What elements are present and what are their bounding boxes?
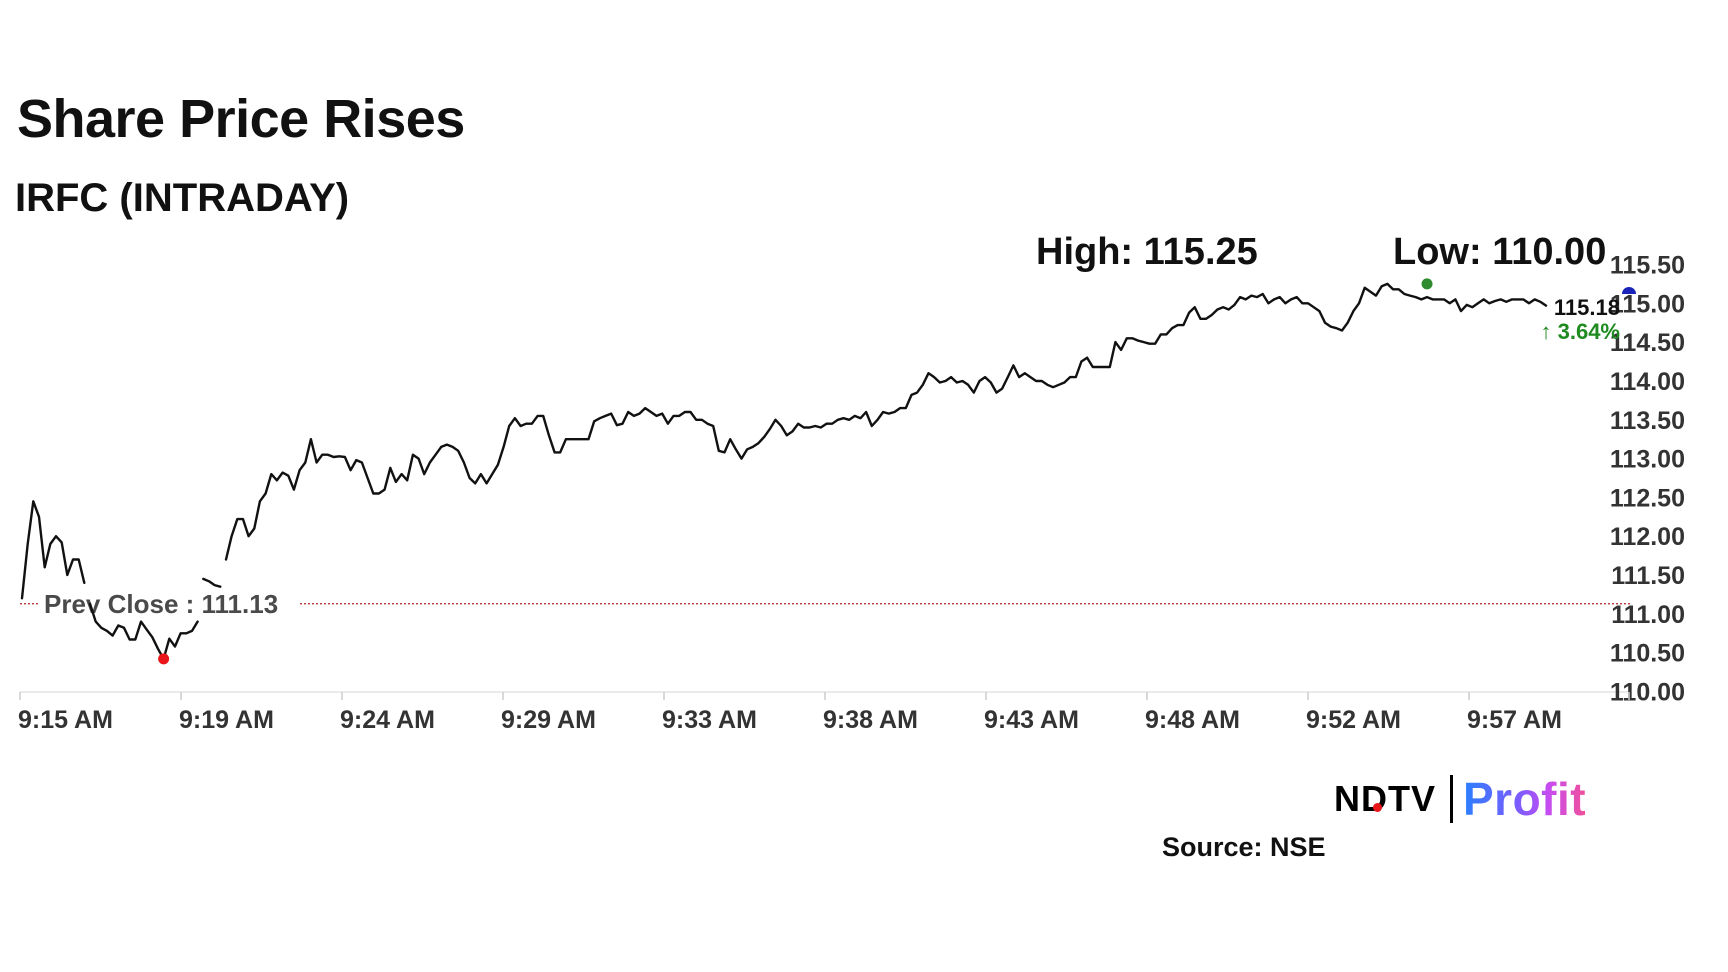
logo-divider [1450,775,1453,823]
ndtv-profit-logo: NDTV Profit [1334,772,1586,826]
y-tick-label: 110.00 [1610,679,1685,707]
y-tick-label: 112.50 [1610,484,1685,512]
x-tick-label: 9:43 AM [984,706,1079,734]
logo-profit-text: Profit [1463,773,1587,825]
x-tick-label: 9:38 AM [823,706,918,734]
y-tick-label: 114.00 [1610,368,1685,396]
y-axis-ticks: 115.50 115.00 114.50 114.00 113.50 113.00 112.… [1610,252,1685,707]
logo-ndtv-text: NDTV [1334,778,1436,820]
last-value-label: 115.18 [1554,295,1620,320]
y-tick-label: 115.50 [1610,252,1685,280]
high-label: High: 115.25 [1036,231,1258,273]
x-tick-label: 9:48 AM [1145,706,1240,734]
x-tick-label: 9:19 AM [179,706,274,734]
y-tick-label: 110.50 [1610,640,1685,668]
x-tick-label: 9:15 AM [18,706,113,734]
logo-dot-icon [1373,803,1382,812]
prev-close-label-bg [40,581,298,616]
price-series [20,282,1548,661]
y-tick-label: 115.00 [1610,290,1685,318]
y-tick-label: 113.50 [1610,407,1685,435]
prev-close-label: Prev Close : 111.13 [44,589,278,619]
low-label: Low: 110.00 [1393,231,1606,273]
x-tick-label: 9:33 AM [662,706,757,734]
x-tick-label: 9:57 AM [1467,706,1562,734]
change-label: ↑ 3.64% [1540,319,1620,344]
last-point-marker [1622,287,1636,294]
y-tick-label: 114.50 [1610,329,1685,357]
y-tick-label: 112.00 [1610,523,1685,551]
prev-close-group: Prev Close : 111.13 [20,581,1632,619]
x-tick-label: 9:24 AM [340,706,435,734]
price-line [20,282,1548,661]
logo-ndtv-word: NDTV [1334,778,1436,819]
y-tick-label: 113.00 [1610,446,1685,474]
source-label: Source: NSE [1162,832,1326,862]
up-arrow-icon: ↑ [1540,319,1557,344]
point-markers [158,278,1636,665]
x-tick-label: 9:29 AM [501,706,596,734]
x-tick-label: 9:52 AM [1306,706,1401,734]
chart-subtitle: IRFC (INTRADAY) [15,176,350,220]
y-tick-label: 111.00 [1611,601,1685,629]
y-tick-label: 111.50 [1611,562,1685,590]
chart-title: Share Price Rises [17,89,465,149]
high-point-marker [1421,278,1433,290]
low-point-marker [158,653,170,665]
change-percent: 3.64% [1558,319,1620,344]
annotation-labels: High: 115.25 Low: 110.00 115.18↑ 3.64% [1036,231,1620,344]
x-axis-ticks: 9:15 AM 9:19 AM 9:24 AM 9:29 AM 9:33 AM 9:38 … [18,692,1630,734]
